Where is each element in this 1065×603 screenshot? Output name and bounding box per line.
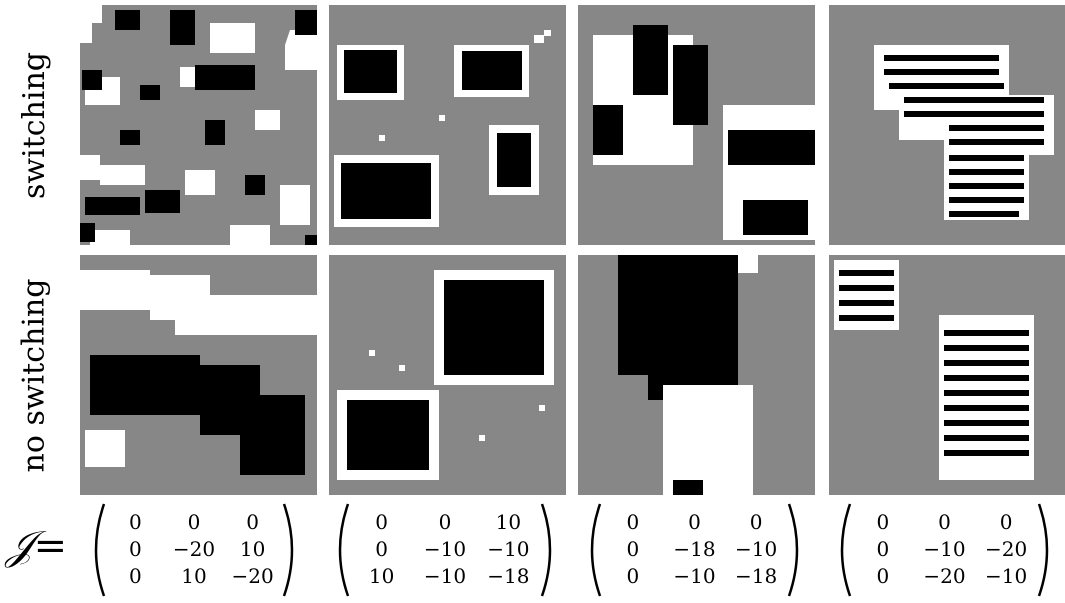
matrix-entry: −10 [423, 537, 467, 561]
matrix-entry: 0 [626, 564, 640, 588]
matrix-entry: −18 [735, 564, 778, 588]
left-bracket [840, 503, 852, 597]
matrix-entry: 10 [368, 564, 395, 588]
matrix-2: 0 0 10 0 −10 −10 10 −10 −18 [330, 500, 560, 600]
matrix-entry: −10 [923, 537, 966, 561]
matrix-entry: −20 [985, 537, 1028, 561]
panel-no-switching-2 [329, 255, 566, 495]
panel-switching-2 [329, 5, 566, 245]
panel-no-switching-4 [829, 255, 1065, 495]
matrix-entry: 0 [187, 510, 201, 534]
matrix-entry: 0 [876, 537, 890, 561]
right-bracket [282, 503, 294, 597]
matrix-entry: −18 [673, 537, 716, 561]
matrix-entry: 0 [438, 510, 452, 534]
matrix-entry: −18 [487, 564, 530, 588]
matrix-entry: −10 [735, 537, 778, 561]
matrix-entry: 0 [128, 537, 142, 561]
matrix-brackets [590, 503, 799, 597]
panel-switching-3 [578, 5, 815, 245]
matrix-entry: 10 [239, 537, 266, 561]
matrix-entry: 0 [626, 510, 640, 534]
right-bracket [787, 503, 799, 597]
left-bracket [94, 503, 106, 597]
matrix-entry: −20 [231, 564, 274, 588]
matrix-entry: 0 [876, 510, 890, 534]
matrix-entry: 0 [938, 510, 951, 534]
matrix-entry: −20 [172, 537, 216, 561]
matrix-brackets [338, 503, 552, 597]
left-bracket [590, 503, 602, 597]
matrix-entry: 0 [128, 564, 142, 588]
panel-no-switching-3 [578, 255, 815, 495]
matrix-entry: 0 [246, 510, 260, 534]
panel-no-switching-1 [80, 255, 317, 495]
panel-switching-4 [829, 5, 1065, 245]
matrix-entry: −10 [423, 564, 467, 588]
row-label-switching: switching [16, 51, 52, 199]
matrix-entry: −10 [487, 537, 530, 561]
left-bracket [338, 503, 350, 597]
matrix-entry: 10 [495, 510, 522, 534]
matrix-entry: −10 [673, 564, 716, 588]
panel-switching-1 [80, 5, 317, 245]
matrix-entry: 0 [749, 510, 763, 534]
matrix-1: 0 0 0 0 −20 10 0 10 −20 [86, 500, 302, 600]
matrix-entry: 0 [375, 510, 389, 534]
matrix-3: 0 0 0 0 −18 −10 0 −10 −18 [582, 500, 807, 600]
matrix-entry: 0 [876, 564, 890, 588]
matrix-entry: 0 [128, 510, 142, 534]
matrix-entry: 0 [626, 537, 640, 561]
matrix-brackets [94, 503, 294, 597]
matrix-symbol: 𝒥= [6, 523, 68, 569]
right-bracket [1037, 503, 1049, 597]
right-bracket [540, 503, 552, 597]
matrix-entry: 0 [375, 537, 389, 561]
matrix-entry: 0 [688, 510, 701, 534]
matrix-entry: 10 [181, 564, 207, 588]
matrix-brackets [840, 503, 1049, 597]
matrix-4: 0 0 0 0 −10 −20 0 −20 −10 [832, 500, 1057, 600]
matrix-entry: −10 [985, 564, 1028, 588]
matrix-entry: 0 [999, 510, 1013, 534]
row-label-no-switching: no switching [16, 278, 52, 472]
matrix-entry: −20 [923, 564, 966, 588]
